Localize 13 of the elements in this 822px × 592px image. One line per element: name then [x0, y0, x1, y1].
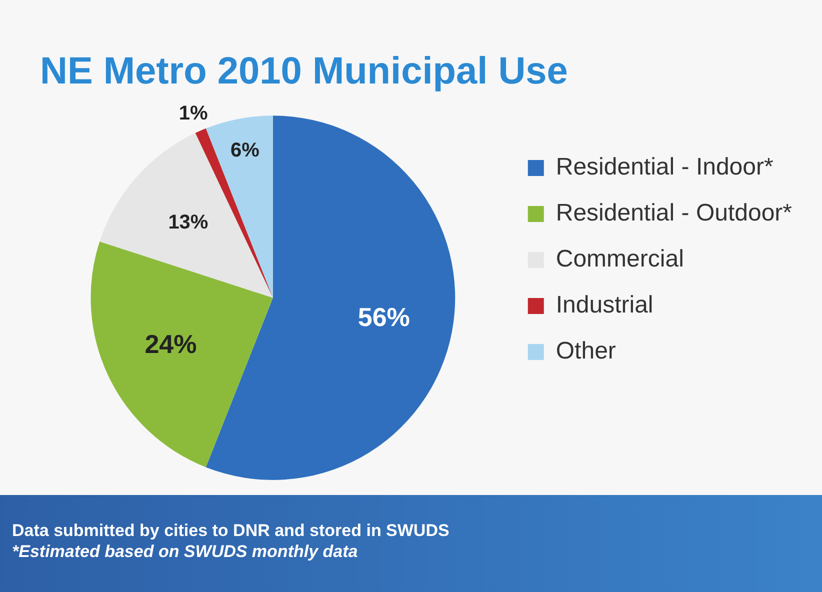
legend-label: Commercial	[556, 246, 684, 273]
legend-label: Industrial	[556, 292, 654, 319]
data-label: 13%	[168, 212, 208, 234]
legend-label: Residential - Indoor*	[556, 154, 774, 181]
legend-label: Residential - Outdoor*	[556, 200, 792, 227]
data-label: 24%	[144, 329, 197, 360]
text: Data submitted by cities to DNR and stored in SWUDS	[12, 520, 450, 541]
data-label: 1%	[178, 102, 208, 124]
legend-label: Other	[556, 338, 616, 365]
data-label: 6%	[230, 140, 260, 162]
text: *Estimated based on SWUDS monthly data	[12, 541, 359, 562]
chart-title: NE Metro 2010 Municipal Use	[40, 50, 568, 92]
data-label: 56%	[358, 302, 410, 332]
